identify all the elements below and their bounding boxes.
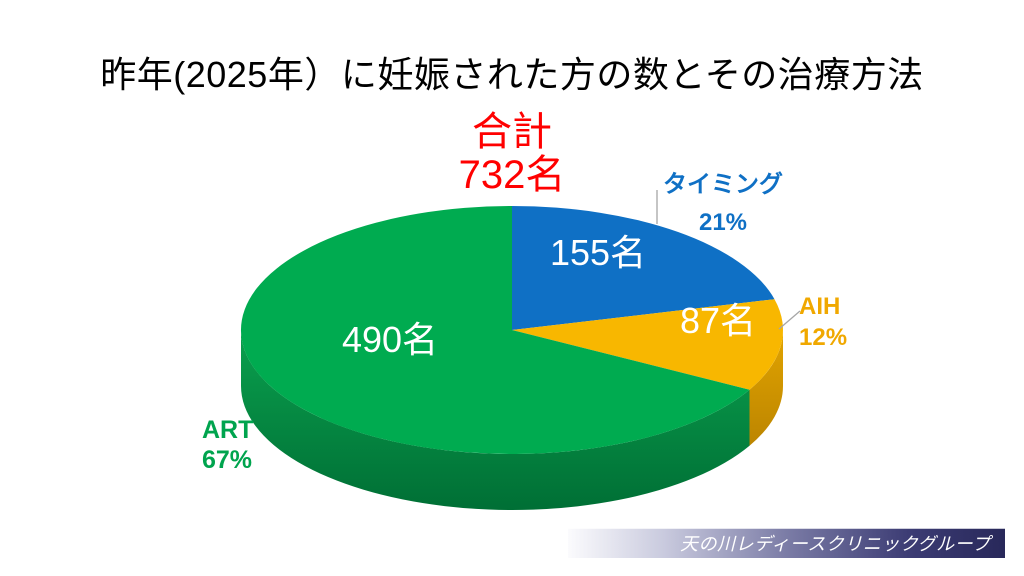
pie-slice-0 bbox=[512, 206, 775, 330]
page-title: 昨年(2025年）に妊娠された方の数とその治療方法 bbox=[100, 54, 924, 95]
category-percent: 12% bbox=[799, 324, 848, 351]
pie-slice-1 bbox=[512, 299, 783, 390]
category-percent: 67% bbox=[202, 446, 253, 474]
category-percent: 21% bbox=[698, 209, 748, 236]
category-callout-art: ART 67% bbox=[202, 415, 253, 475]
leader-line-aih bbox=[778, 310, 801, 330]
category-name: ART bbox=[202, 416, 254, 444]
total-callout: 合計 732名 bbox=[0, 111, 1024, 197]
category-callout-timing: タイミング 21% bbox=[663, 166, 783, 242]
brand-banner: 天の川レディースクリニックグループ bbox=[568, 528, 1005, 558]
brand-name: 天の川レディースクリニックグループ bbox=[680, 534, 991, 554]
total-label: 合計 bbox=[472, 110, 552, 154]
category-callout-aih: AIH 12% bbox=[799, 291, 847, 353]
slice-value-aih: 87名 bbox=[679, 300, 757, 341]
pie-side-1 bbox=[749, 330, 783, 446]
slice-value-timing: 155名 bbox=[549, 232, 647, 273]
pie-side-2 bbox=[241, 330, 750, 510]
total-value: 732名 bbox=[458, 153, 566, 197]
pie-slices bbox=[240, 206, 783, 510]
slice-value-art: 490名 bbox=[341, 319, 439, 360]
category-name: AIH bbox=[799, 293, 841, 320]
category-name: タイミング bbox=[663, 171, 783, 198]
pie-slice-2 bbox=[240, 206, 750, 454]
